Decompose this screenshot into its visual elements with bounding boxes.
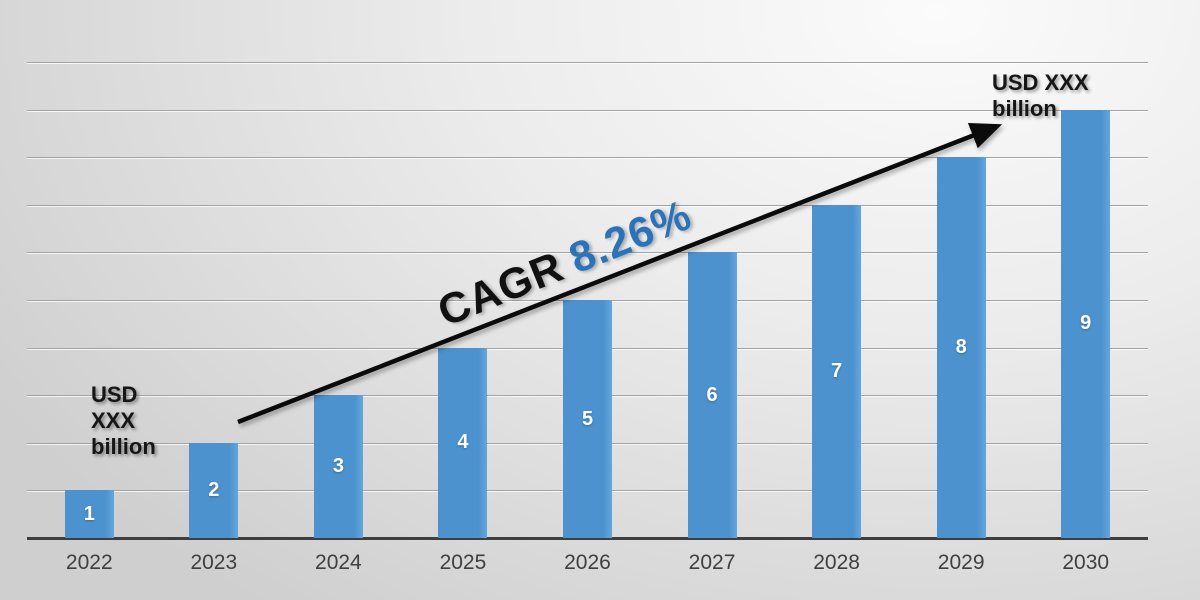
trend-arrow-line: [237, 123, 1003, 425]
usd-end-line-1: USD XXX: [992, 70, 1089, 95]
gridline: [27, 204, 1148, 206]
usd-end-line-2: billion: [992, 96, 1057, 121]
bar-2030: 9: [1061, 109, 1111, 538]
bar-value-label: 6: [706, 383, 718, 406]
x-axis-label-2027: 2027: [688, 551, 736, 574]
bar-2027: 6: [687, 252, 737, 538]
gridline: [27, 252, 1148, 254]
bar-2022: 1: [64, 490, 114, 538]
usd-start-line-1: USD: [91, 382, 138, 407]
x-axis-label-2022: 2022: [65, 551, 113, 574]
bar-value-label: 8: [955, 336, 967, 359]
x-axis-label-2025: 2025: [439, 551, 487, 574]
usd-start-line-2: XXX: [91, 408, 136, 433]
usd-start-line-3: billion: [91, 434, 156, 459]
bar-2026: 5: [563, 300, 612, 538]
x-axis-label-2030: 2030: [1062, 551, 1110, 574]
bar-value-label: 5: [581, 407, 594, 430]
x-axis-label-2029: 2029: [937, 551, 985, 574]
bar-value-label: 7: [831, 359, 843, 382]
bar-2025: 4: [438, 347, 488, 538]
bar-value-label: 2: [208, 478, 220, 501]
bar-2024: 3: [313, 395, 363, 538]
x-axis-label-2026: 2026: [564, 551, 611, 574]
bar-2028: 7: [812, 204, 862, 538]
gridline: [27, 157, 1148, 159]
bar-2023: 2: [189, 442, 239, 538]
bar-2029: 8: [936, 157, 986, 538]
bar-value-label: 1: [83, 502, 95, 525]
gridline: [27, 62, 1148, 63]
x-axis-label-2028: 2028: [813, 551, 860, 574]
gridline: [27, 109, 1148, 111]
x-axis-line: [27, 537, 1148, 540]
bar-value-label: 9: [1080, 312, 1092, 335]
bar-value-label: 3: [332, 455, 344, 478]
x-axis-label-2023: 2023: [190, 551, 238, 574]
x-axis-label-2024: 2024: [315, 551, 362, 574]
bar-value-label: 4: [457, 431, 469, 454]
usd-end-label: USD XXX billion: [992, 70, 1089, 122]
usd-start-label: USD XXX billion: [91, 382, 156, 460]
